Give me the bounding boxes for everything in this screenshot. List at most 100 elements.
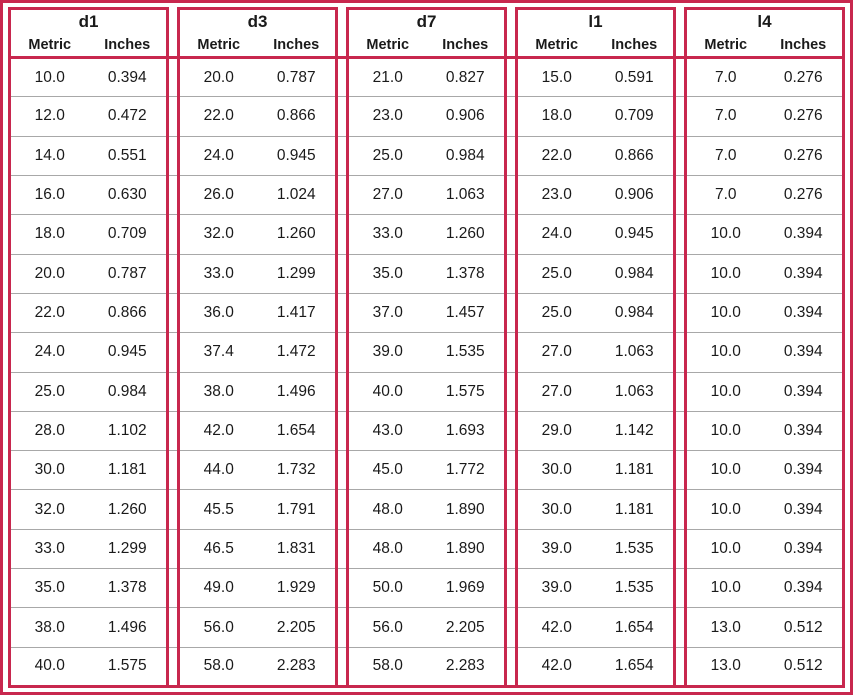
group-gutter [505, 372, 517, 412]
group-gutter [674, 372, 686, 412]
metric-value: 10.0 [684, 411, 765, 452]
metric-value: 39.0 [515, 568, 596, 609]
metric-value: 32.0 [8, 489, 89, 530]
metric-value: 15.0 [515, 57, 596, 98]
group-gutter [336, 647, 348, 689]
inches-value: 1.472 [257, 332, 338, 373]
group-label-d7: d7 [346, 7, 507, 34]
inches-value: 1.299 [257, 254, 338, 294]
inches-value: 1.654 [595, 607, 676, 648]
group-gutter [336, 33, 348, 59]
group-gutter [336, 489, 348, 530]
group-gutter [336, 607, 348, 648]
inches-value: 1.142 [595, 411, 676, 452]
group-gutter [167, 450, 179, 491]
inches-value: 1.831 [257, 529, 338, 570]
group-gutter [505, 254, 517, 294]
inches-value: 1.535 [595, 529, 676, 570]
metric-value: 10.0 [684, 214, 765, 255]
inches-value: 1.693 [426, 411, 507, 452]
metric-value: 10.0 [684, 450, 765, 491]
group-gutter [336, 136, 348, 176]
group-gutter [167, 411, 179, 452]
inches-value: 0.787 [257, 57, 338, 98]
metric-value: 35.0 [346, 254, 427, 294]
group-gutter [505, 136, 517, 176]
inches-value: 0.984 [595, 293, 676, 334]
group-gutter [674, 33, 686, 59]
group-gutter [505, 529, 517, 570]
group-gutter [167, 647, 179, 689]
metric-value: 28.0 [8, 411, 89, 452]
inches-value: 1.772 [426, 450, 507, 491]
group-gutter [674, 607, 686, 648]
table-row: 24.0 0.945 37.4 1.472 39.0 1.535 27.0 1.063 10.0… [8, 332, 845, 373]
table-row: 33.0 1.299 46.5 1.831 48.0 1.890 39.0 1.535 10.0… [8, 529, 845, 570]
metric-value: 24.0 [177, 136, 258, 176]
metric-value: 45.5 [177, 489, 258, 530]
table-row: 10.0 0.394 20.0 0.787 21.0 0.827 15.0 0.591 7.0 0… [8, 57, 845, 98]
metric-value: 39.0 [515, 529, 596, 570]
group-gutter [336, 332, 348, 373]
group-gutter [674, 450, 686, 491]
inches-value: 1.063 [426, 175, 507, 216]
group-gutter [167, 33, 179, 59]
group-gutter [336, 372, 348, 412]
metric-value: 22.0 [515, 136, 596, 176]
group-gutter [336, 293, 348, 334]
metric-value: 27.0 [346, 175, 427, 216]
inches-value: 0.394 [764, 254, 845, 294]
metric-value: 40.0 [346, 372, 427, 412]
metric-value: 23.0 [515, 175, 596, 216]
metric-column-header: Metric [177, 33, 258, 59]
inches-value: 1.575 [426, 372, 507, 412]
metric-value: 22.0 [177, 96, 258, 137]
table-row: 14.0 0.551 24.0 0.945 25.0 0.984 22.0 0.866 7.0 0… [8, 136, 845, 176]
metric-value: 20.0 [8, 254, 89, 294]
inches-value: 0.787 [88, 254, 169, 294]
inches-value: 1.299 [88, 529, 169, 570]
metric-value: 44.0 [177, 450, 258, 491]
group-gutter [505, 33, 517, 59]
group-gutter [674, 136, 686, 176]
group-gutter [674, 57, 686, 98]
table-row: 30.0 1.181 44.0 1.732 45.0 1.772 30.0 1.181 10.0… [8, 450, 845, 491]
inches-value: 0.551 [88, 136, 169, 176]
inches-value: 0.512 [764, 607, 845, 648]
group-gutter [505, 411, 517, 452]
metric-value: 10.0 [684, 293, 765, 334]
inches-value: 1.654 [257, 411, 338, 452]
inches-value: 0.394 [764, 489, 845, 530]
metric-value: 30.0 [8, 450, 89, 491]
metric-value: 33.0 [177, 254, 258, 294]
metric-value: 42.0 [177, 411, 258, 452]
metric-value: 14.0 [8, 136, 89, 176]
inches-value: 1.496 [88, 607, 169, 648]
table-row: 32.0 1.260 45.5 1.791 48.0 1.890 30.0 1.181 10.0… [8, 489, 845, 530]
metric-value: 7.0 [684, 57, 765, 98]
inches-column-header: Inches [595, 33, 676, 59]
group-gutter [674, 529, 686, 570]
inches-value: 1.378 [426, 254, 507, 294]
metric-value: 7.0 [684, 136, 765, 176]
table-row: 16.0 0.630 26.0 1.024 27.0 1.063 23.0 0.906 7.0 0… [8, 175, 845, 216]
metric-value: 10.0 [8, 57, 89, 98]
inches-value: 1.417 [257, 293, 338, 334]
inches-value: 1.181 [595, 450, 676, 491]
inches-value: 0.394 [764, 411, 845, 452]
inches-value: 0.591 [595, 57, 676, 98]
table-body: 10.0 0.394 20.0 0.787 21.0 0.827 15.0 0.591 7.0 0… [8, 57, 845, 689]
metric-column-header: Metric [8, 33, 89, 59]
inches-value: 1.457 [426, 293, 507, 334]
table-row: 25.0 0.984 38.0 1.496 40.0 1.575 27.0 1.063 10.0… [8, 372, 845, 412]
inches-value: 1.102 [88, 411, 169, 452]
metric-value: 27.0 [515, 372, 596, 412]
group-gutter [167, 489, 179, 530]
metric-value: 58.0 [346, 647, 427, 689]
inches-value: 0.945 [88, 332, 169, 373]
group-gutter [505, 568, 517, 609]
metric-value: 35.0 [8, 568, 89, 609]
metric-value: 42.0 [515, 607, 596, 648]
metric-value: 58.0 [177, 647, 258, 689]
